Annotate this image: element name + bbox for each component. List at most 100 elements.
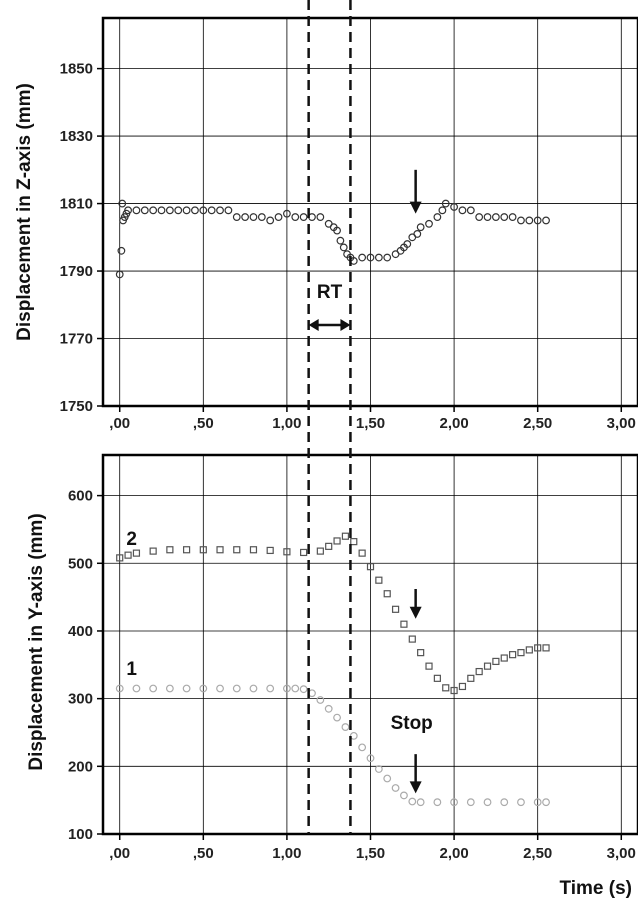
y-axis-series-2-point <box>283 548 291 556</box>
z-axis-series-0-point <box>438 206 447 215</box>
y-axis-series-2-point <box>124 551 132 559</box>
z-axis-series-0-point <box>466 206 475 215</box>
y-axis-series-1-point <box>324 704 333 713</box>
y-axis-series-2-point <box>375 576 383 584</box>
y-axis-series-1-point <box>533 798 542 807</box>
y-axis-series-2-point <box>383 590 391 598</box>
z-axis-series-0-point <box>336 236 345 245</box>
y-axis-series-1-point <box>358 743 367 752</box>
y-axis-series-2-point <box>509 651 517 659</box>
rt-arrow-left-head <box>308 319 319 332</box>
z-axis-series-0-point <box>149 206 158 215</box>
y-axis-series-2-point <box>417 649 425 657</box>
z-axis-series-0-point <box>182 206 191 215</box>
z-axis-series-0-point <box>199 206 208 215</box>
z-axis-series-0-point <box>132 206 141 215</box>
y-axis-series-2-point <box>492 657 500 666</box>
z-axis-xtick-label: 2,00 <box>439 415 468 432</box>
y-axis-series-2-point <box>300 548 308 557</box>
z-axis-series-0-point <box>316 213 325 221</box>
z-axis-series-0-point <box>274 213 283 221</box>
y-axis-series-1-point <box>333 713 341 722</box>
z-axis-series-0-point <box>508 213 517 221</box>
z-axis-series-0-point <box>483 213 492 221</box>
y-axis-ytick-label: 200 <box>68 758 93 775</box>
z-axis-series-0-point <box>441 199 450 208</box>
y-axis-series-1-point <box>316 696 325 704</box>
y-axis-series-1-point <box>149 684 158 693</box>
rt-arrow-right-head <box>340 319 351 332</box>
z-axis-series-0-point <box>165 206 174 215</box>
y-axis-series-1-point <box>450 798 458 807</box>
stop-label: Stop <box>391 713 433 734</box>
y-axis-arrow-upper-head <box>409 606 422 619</box>
y-axis-series-2-point <box>350 538 358 546</box>
z-axis-series-0-point <box>413 230 422 238</box>
y-axis-series-2-point <box>132 549 141 557</box>
y-axis-series-1-point <box>283 684 291 693</box>
y-axis-xtick-label: 1,50 <box>356 845 385 862</box>
z-axis-xtick-label: ,50 <box>193 415 214 432</box>
reaction-time-markers: RT <box>307 0 352 834</box>
z-axis-series-0-point <box>383 253 392 262</box>
z-axis-series-0-point <box>115 270 124 279</box>
z-axis-series-0-point <box>425 219 433 228</box>
z-axis-data-points <box>115 199 550 279</box>
y-axis-data-points <box>115 532 550 807</box>
y-axis-series-2-point <box>525 646 533 654</box>
z-axis-ytick-label: 1850 <box>60 61 93 78</box>
y-axis-series-2-point <box>391 605 400 613</box>
z-axis-series-0-point <box>157 206 166 215</box>
z-axis-gridlines <box>103 18 638 406</box>
z-axis-ytick-label: 1790 <box>60 263 93 280</box>
series-2-label: 2 <box>126 529 137 550</box>
y-axis-series-2-point <box>408 635 416 643</box>
y-axis-series-2-point <box>166 546 174 554</box>
z-axis-series-0-point <box>403 240 412 248</box>
z-axis-series-0-point <box>433 213 442 221</box>
z-axis-series-0-point <box>291 213 300 221</box>
z-axis-series-0-point <box>458 206 467 215</box>
y-axis-series-2-point <box>400 620 408 628</box>
z-axis-series-0-point <box>124 206 132 215</box>
y-axis-series-1-point <box>132 684 141 693</box>
z-axis-series-0-point <box>416 223 425 232</box>
y-axis-series-1-point <box>182 684 191 693</box>
y-axis-series-1-point <box>291 684 300 693</box>
y-axis-series-2-point <box>475 667 483 676</box>
z-axis-series-0-point <box>118 199 127 208</box>
z-axis-ytick-label: 1830 <box>60 128 93 145</box>
y-axis-series-1-point <box>199 684 208 693</box>
y-axis-xtick-label: 2,50 <box>523 845 552 862</box>
z-axis-series-0-point <box>333 226 341 235</box>
y-axis-series-2-point <box>249 546 258 554</box>
y-axis-series-1-point <box>391 784 400 792</box>
z-axis-xtick-label: 1,00 <box>272 415 301 432</box>
y-axis-series-1-point <box>408 797 417 806</box>
y-axis-series-1-point <box>383 774 392 783</box>
y-axis-ytick-label: 500 <box>68 555 93 572</box>
y-axis-series-1-point <box>517 798 525 807</box>
y-axis-series-1-point <box>433 798 442 807</box>
rt-label: RT <box>317 282 343 303</box>
z-axis-series-0-point <box>232 213 241 221</box>
y-axis-series-1-point <box>299 685 308 694</box>
z-axis-series-0-point <box>374 253 383 262</box>
y-axis-panel: ,00 ,50 1,00 1,50 2,00 2,50 3,00 100 200 300 400 50… <box>26 453 638 899</box>
z-axis-series-0-point <box>475 213 484 221</box>
y-axis-series-1-point <box>232 684 241 693</box>
y-axis-series-2-point <box>266 546 274 555</box>
y-axis-xtick-label: ,50 <box>193 845 214 862</box>
y-axis-series-2-point <box>450 686 458 695</box>
z-axis-series-0-point <box>257 213 266 221</box>
y-axis-series-1-point <box>341 723 350 731</box>
y-axis-series-2-point <box>116 554 124 562</box>
z-axis-y-label: Displacement in Z-axis (mm) <box>14 83 35 341</box>
y-axis-xtick-label: 3,00 <box>607 845 636 862</box>
y-axis-xtick-label: ,00 <box>109 845 130 862</box>
z-axis-series-0-point <box>358 253 367 262</box>
z-axis-series-0-point <box>299 213 308 221</box>
y-axis-series-2-point <box>483 662 492 670</box>
y-axis-ytick-label: 100 <box>68 826 93 843</box>
z-axis-series-0-point <box>500 213 509 221</box>
